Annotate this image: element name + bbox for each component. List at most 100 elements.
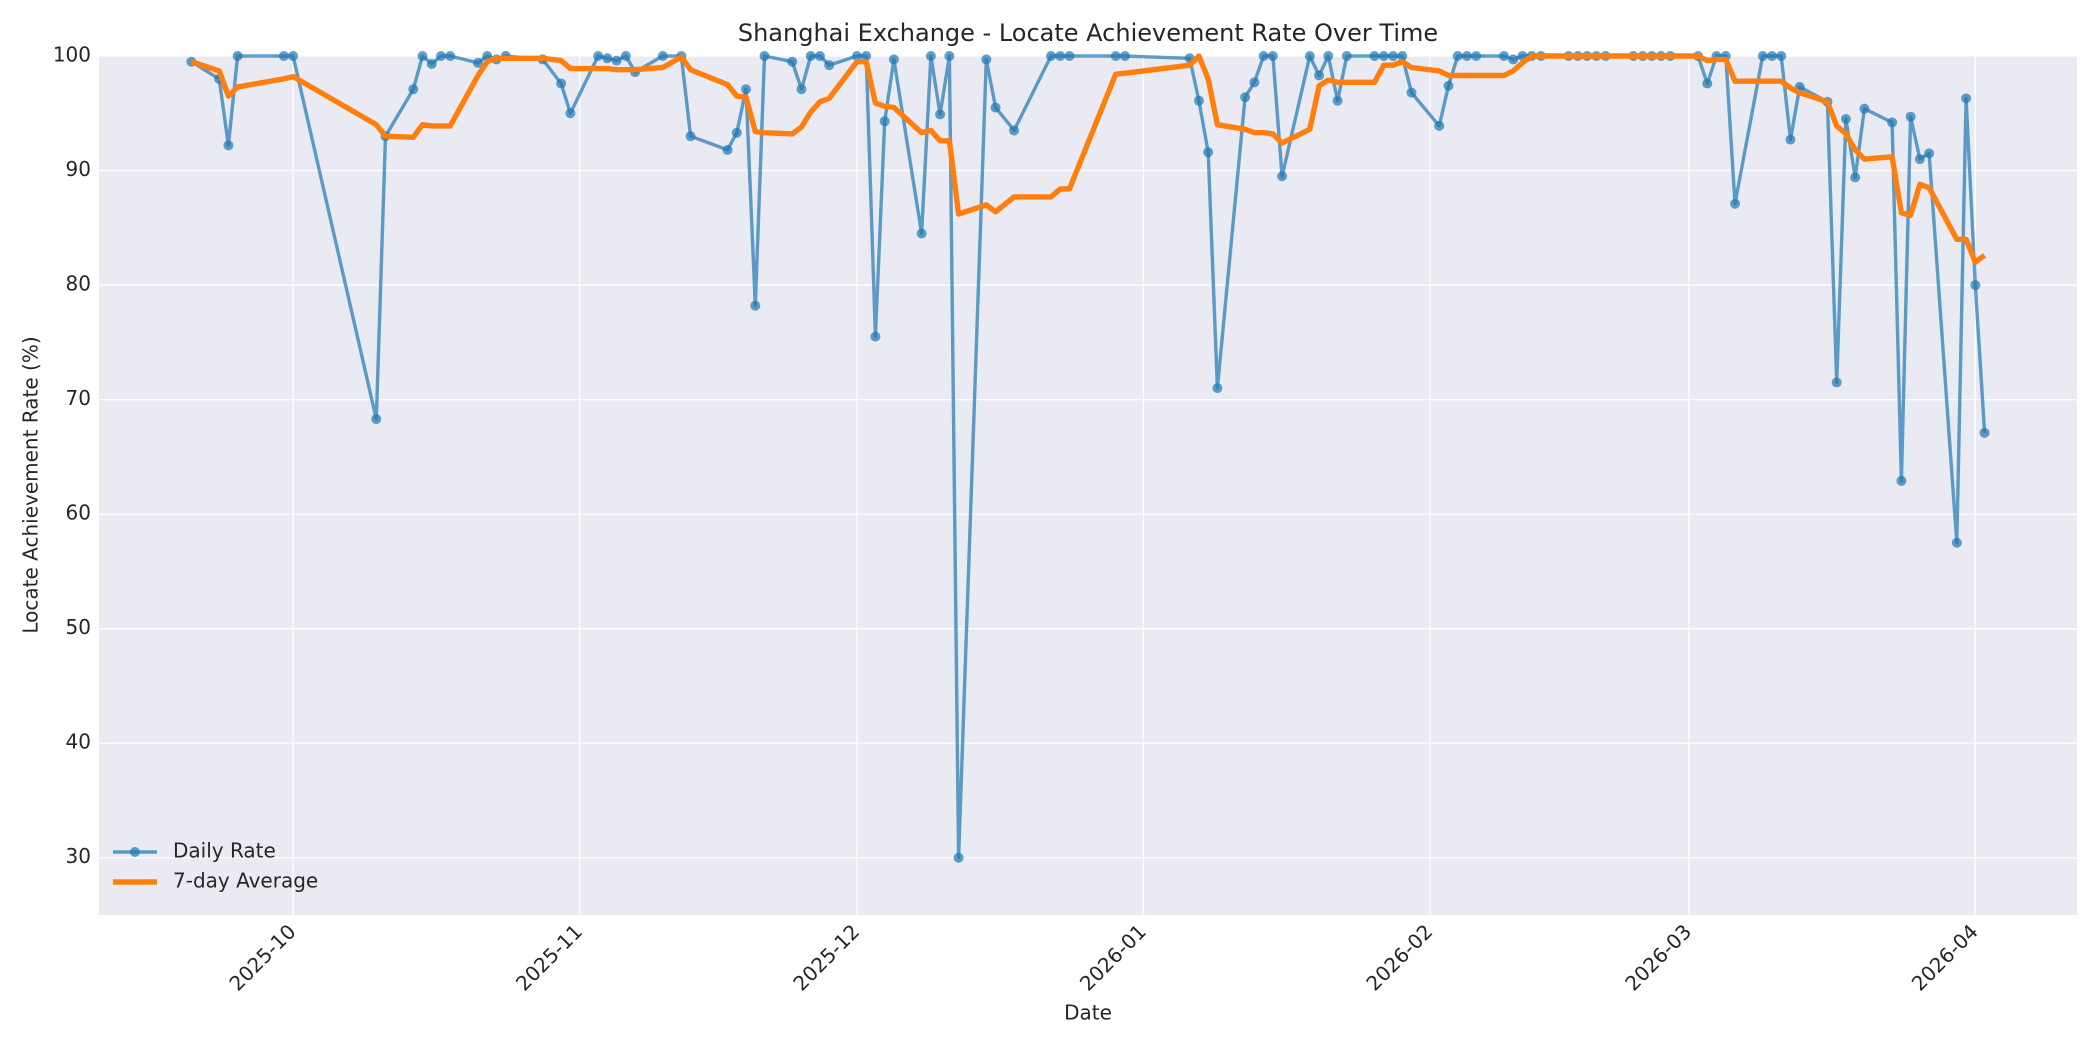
data-point <box>1452 51 1463 61</box>
data-point <box>824 60 835 71</box>
data-point <box>1498 51 1509 61</box>
data-point <box>1766 51 1777 61</box>
data-point <box>1831 377 1842 388</box>
y-tick-label: 90 <box>66 157 91 181</box>
y-tick-label: 50 <box>66 615 91 639</box>
data-point <box>814 51 825 61</box>
y-tick-label: 60 <box>66 501 91 525</box>
data-point <box>556 78 567 89</box>
data-point <box>1240 92 1251 103</box>
data-point <box>787 56 798 67</box>
data-point <box>1110 51 1121 61</box>
data-point <box>1267 51 1278 61</box>
data-point <box>1508 54 1519 65</box>
data-point <box>1887 117 1898 128</box>
data-point <box>1314 70 1325 81</box>
data-point <box>1341 51 1352 61</box>
data-point <box>1193 95 1204 106</box>
data-point <box>851 51 862 61</box>
data-point <box>1785 134 1796 145</box>
data-point <box>1332 95 1343 106</box>
data-point <box>1397 51 1408 61</box>
data-point <box>888 54 899 65</box>
plot-area <box>99 56 2077 915</box>
data-point <box>1961 93 1972 104</box>
data-point <box>861 51 872 61</box>
series-line <box>190 53 1987 265</box>
data-point <box>657 51 668 61</box>
data-point <box>879 116 890 127</box>
data-point <box>759 51 770 61</box>
data-point <box>916 228 927 239</box>
data-point <box>1896 475 1907 486</box>
data-point <box>750 300 761 311</box>
data-point <box>1461 51 1472 61</box>
data-point <box>1369 51 1380 61</box>
data-point <box>426 59 437 70</box>
data-point <box>435 51 446 61</box>
data-point <box>1203 147 1214 158</box>
x-tick-label: 2026-03 <box>1620 919 1696 995</box>
x-tick-label: 2025-11 <box>511 919 587 995</box>
y-tick-label: 30 <box>66 844 91 868</box>
data-point <box>1055 51 1066 61</box>
data-point <box>602 53 613 64</box>
y-tick-label: 40 <box>66 730 91 754</box>
data-point <box>1471 51 1482 61</box>
y-tick-label: 70 <box>66 386 91 410</box>
x-tick-label: 2026-02 <box>1361 919 1437 995</box>
data-point <box>1304 51 1315 61</box>
data-point <box>288 51 299 61</box>
y-tick-label: 100 <box>53 43 91 67</box>
x-tick-label: 2026-01 <box>1075 919 1151 995</box>
data-point <box>1951 537 1962 548</box>
data-point <box>1119 51 1130 61</box>
data-point <box>1924 148 1935 159</box>
legend-marker <box>130 847 140 857</box>
data-point <box>611 55 622 66</box>
data-point <box>1840 113 1851 124</box>
data-point <box>1277 171 1288 182</box>
data-point <box>445 51 456 61</box>
y-axis-label: Locate Achievement Rate (%) <box>19 336 43 633</box>
data-point <box>1046 51 1057 61</box>
data-point <box>1970 280 1981 291</box>
data-point <box>1378 51 1389 61</box>
legend-label: Daily Rate <box>173 839 276 863</box>
data-point <box>593 51 604 61</box>
data-point <box>1979 427 1990 438</box>
data-point <box>722 144 733 155</box>
data-point <box>870 331 881 342</box>
data-point <box>944 51 955 61</box>
data-point <box>1859 103 1870 114</box>
data-point <box>1406 87 1417 98</box>
data-point <box>796 84 807 95</box>
data-point <box>953 852 964 863</box>
data-point <box>1443 80 1454 91</box>
data-point <box>278 51 289 61</box>
data-point <box>1249 77 1260 88</box>
data-point <box>1434 120 1445 131</box>
data-point <box>1212 383 1223 394</box>
data-point <box>990 102 1001 113</box>
data-point <box>925 51 936 61</box>
data-point <box>1323 51 1334 61</box>
x-axis-label: Date <box>1064 1001 1112 1025</box>
data-point <box>620 51 631 61</box>
data-point <box>417 51 428 61</box>
x-tick-label: 2025-10 <box>224 919 300 995</box>
data-point <box>472 57 483 68</box>
legend-label: 7-day Average <box>173 869 318 893</box>
data-point <box>1009 125 1020 136</box>
data-point <box>1776 51 1787 61</box>
data-point <box>741 84 752 95</box>
chart-title: Shanghai Exchange - Locate Achievement R… <box>738 19 1438 47</box>
data-point <box>1064 51 1075 61</box>
data-point <box>981 54 992 65</box>
data-point <box>1850 172 1861 183</box>
data-point <box>1914 154 1925 165</box>
data-point <box>1757 51 1768 61</box>
data-point <box>1388 51 1399 61</box>
x-tick-label: 2025-12 <box>788 919 864 995</box>
